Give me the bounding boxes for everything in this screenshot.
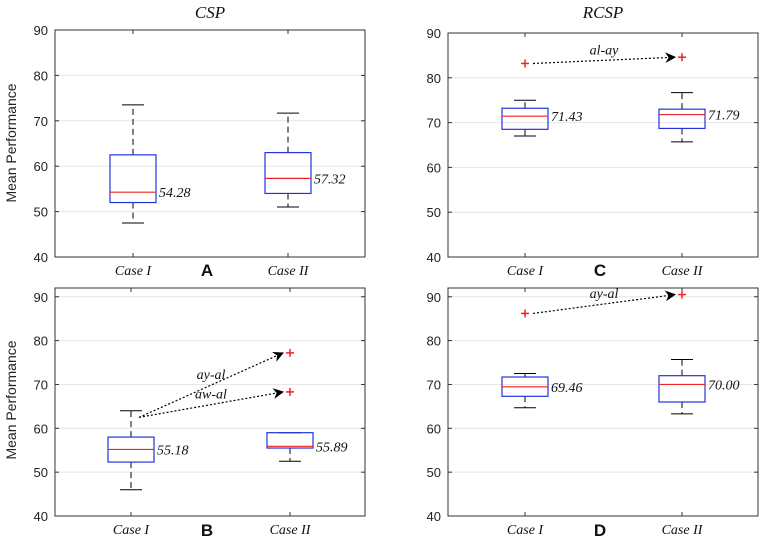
- plot-area: [55, 288, 365, 516]
- plot-area: [55, 30, 365, 257]
- y-tick-label: 40: [34, 509, 48, 524]
- y-tick-label: 40: [427, 509, 441, 524]
- annotation-label: ay-al: [590, 287, 619, 302]
- box-case-ii: 71.79: [658, 53, 740, 143]
- median-value-label: 70.00: [708, 378, 740, 393]
- y-tick-label: 90: [427, 26, 441, 41]
- median-value-label: 71.79: [708, 109, 740, 124]
- panel-letter: A: [201, 261, 213, 280]
- column-title: CSP: [195, 3, 225, 22]
- iqr-box: [264, 151, 312, 195]
- plot-area: [448, 33, 758, 257]
- y-tick-label: 50: [427, 465, 441, 480]
- median-value-label: 55.89: [316, 440, 348, 455]
- plot-frame: [54, 29, 366, 258]
- box-case-ii: 57.32: [264, 112, 346, 208]
- y-tick-label: 60: [427, 160, 441, 175]
- annotation-label: ay-al: [197, 368, 226, 383]
- y-tick-label: 90: [34, 23, 48, 38]
- column-title: RCSP: [582, 3, 624, 22]
- median-value-label: 54.28: [159, 186, 191, 201]
- y-tick-label: 70: [427, 377, 441, 392]
- x-category-label: Case I: [507, 523, 545, 538]
- median-value-label: 69.46: [551, 381, 583, 396]
- box-case-i: 54.28: [109, 104, 191, 224]
- outlier-marker: [286, 348, 294, 357]
- box-case-i: 55.18: [107, 410, 189, 491]
- y-tick-label: 80: [427, 334, 441, 349]
- outlier-marker: [521, 309, 529, 318]
- box-case-i: 71.43: [501, 59, 583, 137]
- x-category-label: Case I: [113, 523, 151, 538]
- box-case-ii: 70.00: [658, 290, 740, 415]
- box-case-ii: 55.89: [266, 348, 348, 462]
- outlier-marker: [286, 387, 294, 396]
- annotation-label: aw-al: [195, 388, 227, 403]
- x-category-label: Case II: [662, 523, 704, 538]
- y-tick-label: 40: [427, 250, 441, 265]
- iqr-box: [658, 108, 706, 130]
- panel-letter: D: [594, 521, 606, 540]
- panel-letter: B: [201, 521, 213, 540]
- median-value-label: 71.43: [551, 110, 583, 125]
- annotation-label: al-ay: [590, 43, 620, 58]
- y-axis-label: Mean Performance: [3, 340, 19, 459]
- x-category-label: Case II: [268, 264, 310, 279]
- median-value-label: 57.32: [314, 172, 346, 187]
- panel-D: 40 50 60 70 80 90 Case I Case II 69.46 70.00 ay-al…: [427, 287, 759, 540]
- x-category-label: Case II: [662, 264, 704, 279]
- y-axis-label: Mean Performance: [3, 83, 19, 202]
- iqr-box: [658, 375, 706, 403]
- panel-A: 40 50 60 70 80 90 Case I Case II 54.28 57.32 A CSP M…: [3, 3, 366, 280]
- box-case-i: 69.46: [501, 309, 583, 409]
- x-category-label: Case II: [270, 523, 312, 538]
- y-tick-label: 70: [34, 377, 48, 392]
- plot-frame: [447, 287, 759, 517]
- annotation-arrow: [138, 388, 285, 418]
- panel-B: 40 50 60 70 80 90 Case I Case II 55.18 55.89 ay-al…: [3, 287, 366, 540]
- y-tick-label: 60: [34, 421, 48, 436]
- outlier-marker: [521, 59, 529, 68]
- outlier-marker: [678, 53, 686, 62]
- y-tick-label: 90: [427, 290, 441, 305]
- plot-area: [448, 288, 758, 516]
- iqr-box: [266, 432, 314, 449]
- panel-letter: C: [594, 261, 606, 280]
- y-tick-label: 80: [34, 68, 48, 83]
- y-tick-label: 80: [34, 334, 48, 349]
- plot-frame: [447, 32, 759, 258]
- y-tick-label: 80: [427, 71, 441, 86]
- panel-C: 40 50 60 70 80 90 Case I Case II 71.43 71.79 al-ay…: [427, 3, 759, 280]
- y-tick-label: 60: [427, 421, 441, 436]
- y-tick-label: 50: [427, 205, 441, 220]
- x-category-label: Case I: [115, 264, 153, 279]
- x-category-label: Case I: [507, 264, 545, 279]
- outlier-marker: [678, 290, 686, 299]
- iqr-box: [109, 154, 157, 204]
- y-tick-label: 70: [34, 114, 48, 129]
- y-tick-label: 40: [34, 250, 48, 265]
- y-tick-label: 90: [34, 290, 48, 305]
- plot-frame: [54, 287, 366, 517]
- median-value-label: 55.18: [157, 443, 189, 458]
- y-tick-label: 50: [34, 465, 48, 480]
- iqr-box: [501, 107, 549, 130]
- y-tick-label: 70: [427, 116, 441, 131]
- y-tick-label: 60: [34, 159, 48, 174]
- y-tick-label: 50: [34, 205, 48, 220]
